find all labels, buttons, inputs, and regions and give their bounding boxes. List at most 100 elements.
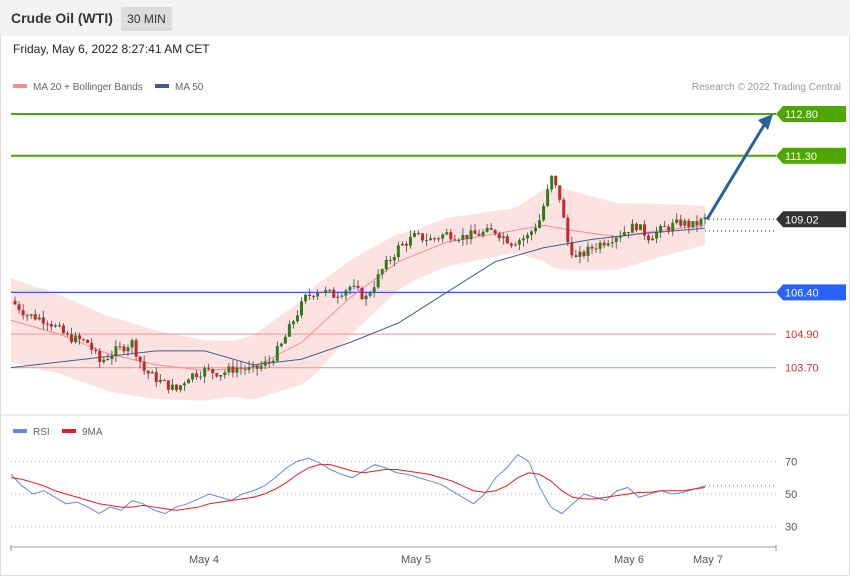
candle-body: [675, 219, 679, 223]
candle-body: [481, 231, 485, 236]
candle-body: [340, 295, 344, 297]
candle-body: [271, 360, 275, 363]
ma50-legend-label: MA 50: [175, 82, 204, 93]
timeframe-badge[interactable]: 30 MIN: [121, 7, 172, 31]
candle-body: [505, 236, 509, 244]
candle-body: [207, 368, 211, 370]
candle-body: [21, 310, 25, 316]
candle-body: [78, 335, 82, 340]
candle-body: [659, 225, 663, 232]
candle-body: [647, 235, 651, 241]
candle-body: [102, 359, 106, 363]
level-value-103.70: 103.70: [785, 363, 819, 375]
candle-body: [174, 384, 178, 390]
candle-body: [312, 295, 316, 297]
ma20-legend-label: MA 20 + Bollinger Bands: [33, 82, 143, 93]
candle-body: [199, 376, 203, 378]
instrument-title: Crude Oil (WTI): [11, 10, 113, 26]
candle-body: [429, 238, 433, 241]
candle-body: [235, 367, 239, 373]
candle-body: [279, 343, 283, 347]
copyright-label: Research © 2022 Trading Central: [692, 82, 841, 93]
candle-body: [215, 373, 219, 377]
candle-body: [183, 383, 186, 386]
candle-body: [372, 287, 376, 294]
forecast-arrow-shaft: [705, 121, 768, 221]
rsi-line: [10, 454, 706, 515]
candle-body: [275, 346, 279, 361]
candle-body: [259, 365, 263, 369]
candle-body: [509, 243, 513, 246]
candle-body: [110, 355, 114, 360]
candle-body: [400, 243, 404, 246]
candle-body: [465, 234, 469, 240]
candle-body: [622, 232, 626, 236]
candle-body: [211, 368, 215, 374]
candle-body: [320, 291, 324, 293]
rsi-ma-legend-swatch: [62, 429, 76, 433]
candle-body: [473, 230, 477, 234]
candle-body: [606, 243, 610, 246]
candle-body: [586, 246, 590, 256]
candle-body: [300, 301, 304, 316]
candle-body: [642, 224, 646, 236]
candle-body: [90, 343, 94, 350]
candle-body: [630, 223, 634, 233]
rsi-tick-70: 70: [785, 456, 797, 468]
candle-body: [324, 289, 328, 293]
candle-body: [118, 346, 122, 348]
candle-body: [602, 242, 606, 246]
candle-body: [558, 185, 562, 200]
candle-body: [29, 314, 33, 316]
candle-body: [513, 244, 517, 246]
candle-body: [203, 368, 207, 377]
candle-body: [255, 365, 259, 369]
candle-body: [638, 224, 642, 231]
candle-body: [546, 189, 550, 206]
candle-body: [344, 290, 348, 296]
candle-body: [703, 217, 707, 219]
candle-body: [158, 379, 162, 383]
candle-body: [53, 325, 57, 327]
ma20-legend-swatch: [13, 84, 27, 88]
candle-body: [114, 346, 118, 356]
candle-body: [598, 242, 602, 249]
candle-body: [86, 339, 90, 344]
candle-body: [295, 315, 299, 322]
candle-body: [41, 317, 45, 324]
candle-body: [570, 242, 574, 256]
candle-body: [699, 218, 703, 226]
candle-body: [65, 333, 69, 335]
candle-body: [352, 285, 356, 287]
candle-body: [562, 199, 566, 218]
rsi-legend-swatch: [13, 429, 27, 433]
candle-body: [626, 232, 630, 234]
candle-body: [251, 365, 255, 367]
bollinger-bands: [11, 186, 705, 401]
price-layer: 112.80 111.30 109.02 106.40 104.90 103.70: [10, 105, 846, 401]
candle-body: [74, 335, 78, 343]
candle-body: [106, 359, 110, 361]
candle-body: [671, 222, 675, 231]
x-tick-label: May 6: [614, 554, 644, 566]
candle-body: [267, 361, 271, 363]
candle-body: [162, 379, 166, 381]
candle-body: [679, 219, 683, 226]
ma50-legend-swatch: [155, 84, 169, 88]
candle-body: [691, 221, 695, 227]
candle-body: [594, 248, 598, 250]
level-value-106.40: 106.40: [785, 287, 819, 299]
candle-body: [384, 259, 388, 270]
candle-body: [550, 175, 554, 190]
candle-body: [437, 238, 441, 240]
candle-body: [578, 251, 582, 257]
candle-body: [283, 336, 287, 344]
candle-body: [421, 233, 425, 241]
candle-body: [82, 339, 86, 341]
candle-body: [538, 220, 542, 228]
candle-body: [45, 323, 49, 325]
candle-body: [223, 372, 227, 376]
candle-body: [461, 234, 465, 240]
candle-body: [122, 346, 126, 352]
